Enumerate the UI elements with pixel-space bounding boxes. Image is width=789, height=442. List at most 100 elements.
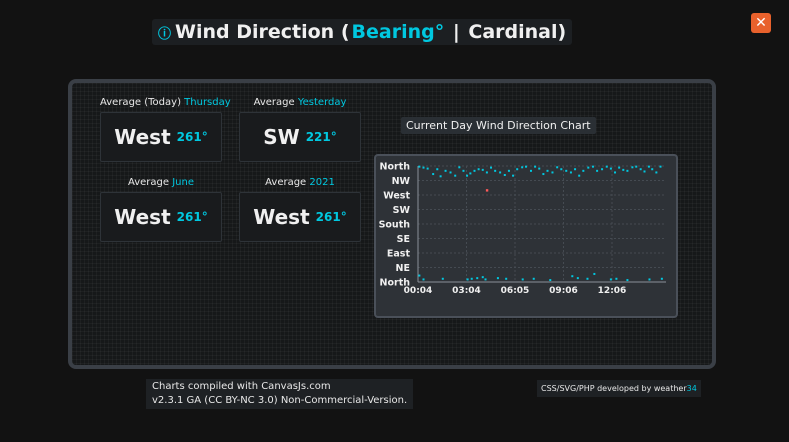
data-point [660,277,663,280]
data-point [643,170,646,173]
average-yesterday-degrees: 221° [305,130,337,144]
average-month-value: West [114,205,171,229]
data-point [609,167,612,170]
data-point [418,165,421,168]
data-point [596,169,599,172]
data-point [521,166,524,169]
data-point [586,277,589,280]
average-today-degrees: 261° [176,130,208,144]
average-year-period: 2021 [309,177,335,188]
average-today-label-text: Average (Today) [100,97,181,108]
average-year-box: West 261° [239,192,361,242]
data-point [615,277,618,280]
close-icon: ✕ [755,15,767,31]
data-point [507,169,510,172]
data-point [521,278,524,281]
data-point [454,174,457,177]
data-point [551,171,554,174]
data-point [622,168,625,171]
data-point [444,169,447,172]
data-point [593,272,596,275]
data-point [576,277,579,280]
data-point [587,166,590,169]
data-point [496,277,499,280]
data-point [626,279,629,282]
data-point [655,171,658,174]
footer-line-2: v2.3.1 GA (CC BY-NC 3.0) Non-Commercial-… [152,395,408,406]
footer-credits: Charts compiled with CanvasJs.com v2.3.1… [146,379,414,409]
data-point [560,168,563,171]
data-point [659,165,662,168]
data-point [466,174,469,177]
title-separator: | [446,21,467,43]
average-yesterday-box: SW 221° [239,112,361,162]
y-tick-label: SE [397,234,410,245]
y-tick-label: NW [392,176,411,187]
average-year-label: Average 2021 [239,176,361,190]
footer-line-1: Charts compiled with CanvasJs.com [152,381,331,392]
data-point [477,168,480,171]
y-tick-label: South [379,220,411,231]
average-yesterday-block: Average Yesterday SW 221° [239,96,361,162]
average-yesterday-label-text: Average [253,97,295,108]
data-point [441,277,444,280]
average-month-period: June [172,177,195,188]
x-tick-label: 00:04 [404,286,433,296]
wind-direction-chart[interactable]: North NE East SE South SW West NW North 00:04 03:0… [374,154,678,318]
y-tick-label: West [383,191,410,202]
data-point [648,278,651,281]
average-year-block: Average 2021 West 261° [239,176,361,242]
average-today-value: West [114,125,171,149]
data-point [574,168,577,171]
data-point [639,168,642,171]
data-point [538,167,541,170]
data-point [542,173,545,176]
data-point [529,169,532,172]
y-tick-label: East [387,249,411,260]
average-today-block: Average (Today) Thursday West 261° [100,96,231,162]
data-point [505,277,508,280]
y-tick-label: NE [396,263,410,274]
data-point [462,169,465,172]
data-point [418,274,421,277]
average-month-degrees: 261° [176,210,208,224]
data-point [618,166,621,169]
y-tick-label: North [380,162,411,173]
average-today-box: West 261° [100,112,222,162]
data-point [651,168,654,171]
data-point [422,166,425,169]
average-month-box: West 261° [100,192,222,242]
data-point [449,171,452,174]
data-point [614,171,617,174]
average-today-label: Average (Today) Thursday [100,96,231,110]
average-year-label-text: Average [265,177,307,188]
data-point [556,166,559,169]
data-point [426,167,429,170]
data-point [476,277,479,280]
average-yesterday-period: Yesterday [297,97,347,108]
data-point [525,165,528,168]
data-point [631,166,634,169]
data-point [436,168,439,171]
data-point [432,173,435,176]
data-point [569,171,572,174]
data-point [546,169,549,172]
developer-credit-accent: 34 [686,384,697,393]
info-circle-icon[interactable]: ⓘ [158,26,172,42]
close-button[interactable]: ✕ [751,13,771,33]
data-point [601,168,604,171]
average-yesterday-value: SW [263,125,300,149]
average-today-period: Thursday [184,97,231,108]
highlight-point [485,189,489,192]
data-point [565,169,568,172]
x-tick-label: 12:06 [598,286,627,296]
data-point [549,279,552,282]
title-bearing: Bearing° [351,21,445,43]
x-tick-label: 09:06 [549,286,578,296]
data-point [422,278,425,281]
x-tick-label: 06:05 [501,286,530,296]
data-point [591,165,594,168]
average-month-label-text: Average [127,177,170,188]
chart-title: Current Day Wind Direction Chart [401,117,596,134]
